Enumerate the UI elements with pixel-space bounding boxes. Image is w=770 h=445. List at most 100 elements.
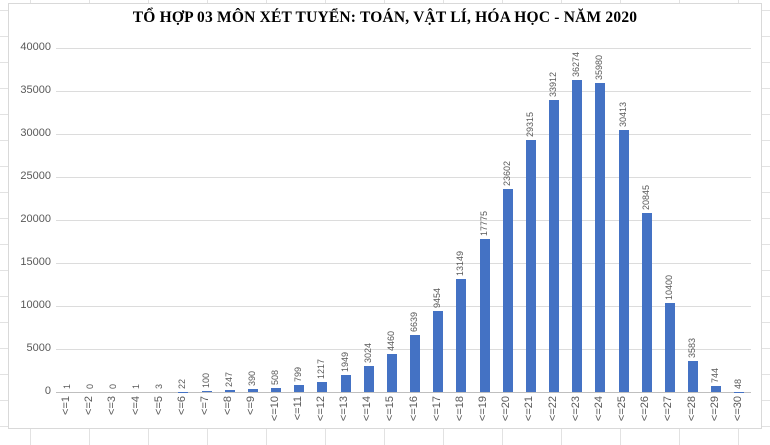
bar xyxy=(456,278,467,392)
x-axis-tick-label: <=20 xyxy=(500,396,513,422)
bar xyxy=(479,239,490,392)
bar-value-label: 10400 xyxy=(663,274,674,300)
bar-value-label: 1 xyxy=(131,383,142,389)
y-axis-tick-label: 15000 xyxy=(20,256,51,268)
x-axis-tick-label: <=3 xyxy=(106,396,119,415)
x-axis-tick-label: <=9 xyxy=(245,396,258,415)
y-axis-tick-label: 5000 xyxy=(26,342,51,354)
bar-value-label: 1 xyxy=(61,383,72,389)
x-axis-tick-label: <=30 xyxy=(731,396,744,422)
y-axis-tick-label: 0 xyxy=(44,385,51,397)
gridline xyxy=(56,177,751,178)
plot-area: 1 0 0 1 3 22 100 247 390 508 799 1217 1949 3024 4460 66… xyxy=(56,48,751,393)
bar-value-label: 9454 xyxy=(432,287,443,308)
x-axis-line xyxy=(56,392,751,393)
bar xyxy=(294,385,305,392)
bar xyxy=(711,385,722,392)
bar-value-label: 36274 xyxy=(571,52,582,78)
x-axis-tick-label: <=22 xyxy=(546,396,559,422)
gridline xyxy=(56,48,751,49)
x-axis-tick-label: <=13 xyxy=(338,396,351,422)
x-axis-tick-label: <=21 xyxy=(523,396,536,422)
bar-value-label: 100 xyxy=(200,373,211,389)
bar-value-label: 4460 xyxy=(385,330,396,351)
bar-value-label: 3583 xyxy=(687,338,698,359)
bar-value-label: 35980 xyxy=(594,54,605,80)
x-axis-tick-label: <=15 xyxy=(384,396,397,422)
bar-value-label: 1949 xyxy=(339,352,350,373)
bar xyxy=(224,389,235,392)
y-axis-tick-label: 10000 xyxy=(20,299,51,311)
gridline xyxy=(56,91,751,92)
bar-value-label: 23602 xyxy=(501,161,512,187)
y-axis-tick-label: 25000 xyxy=(20,170,51,182)
x-axis-tick-label: <=6 xyxy=(175,396,188,415)
x-axis-tick-label: <=5 xyxy=(152,396,165,415)
x-axis-tick-label: <=24 xyxy=(592,396,605,422)
bar-value-label: 799 xyxy=(293,367,304,383)
bar-value-label: 390 xyxy=(246,370,257,386)
bar-chart: TỔ HỢP 03 MÔN XÉT TUYỂN: TOÁN, VẬT LÍ, H… xyxy=(8,3,762,429)
x-axis-tick-label: <=12 xyxy=(314,396,327,422)
x-axis-tick-label: <=7 xyxy=(199,396,212,415)
x-axis-tick-label: <=16 xyxy=(407,396,420,422)
bar xyxy=(664,302,675,392)
x-axis-tick-label: <=27 xyxy=(662,396,675,422)
y-axis-tick-label: 35000 xyxy=(20,84,51,96)
x-axis-tick-label: <=18 xyxy=(453,396,466,422)
gridline xyxy=(56,220,751,221)
y-axis-tick-label: 20000 xyxy=(20,213,51,225)
bar xyxy=(525,139,536,392)
bar xyxy=(317,381,328,392)
gridline xyxy=(56,306,751,307)
bar-value-label: 3 xyxy=(154,383,165,389)
x-axis-tick-label: <=23 xyxy=(569,396,582,422)
bar xyxy=(433,310,444,392)
bar-value-label: 20845 xyxy=(640,184,651,210)
bar xyxy=(572,80,583,392)
x-axis-tick-label: <=14 xyxy=(361,396,374,422)
bar-value-label: 0 xyxy=(107,383,118,389)
bar xyxy=(271,387,282,392)
bar xyxy=(410,334,421,392)
x-axis-tick-label: <=28 xyxy=(685,396,698,422)
x-axis-tick-label: <=17 xyxy=(430,396,443,422)
bar-value-label: 1217 xyxy=(316,358,327,379)
bar-value-label: 744 xyxy=(710,367,721,383)
bar xyxy=(247,388,258,392)
bar-value-label: 3024 xyxy=(362,342,373,363)
bar-value-label: 0 xyxy=(84,383,95,389)
gridline xyxy=(56,349,751,350)
y-axis-tick-label: 30000 xyxy=(20,127,51,139)
bar xyxy=(201,391,212,392)
x-axis-tick-label: <=2 xyxy=(83,396,96,415)
x-axis-tick-label: <=29 xyxy=(708,396,721,422)
bar xyxy=(688,361,699,392)
bar-value-label: 29315 xyxy=(524,111,535,137)
x-axis-tick-label: <=25 xyxy=(616,396,629,422)
bar xyxy=(363,366,374,392)
gridline xyxy=(56,134,751,135)
gridline xyxy=(56,263,751,264)
bar-value-label: 6639 xyxy=(409,311,420,332)
x-axis-tick-label: <=10 xyxy=(268,396,281,422)
bar-value-label: 33912 xyxy=(548,72,559,98)
x-axis-tick-label: <=26 xyxy=(639,396,652,422)
x-axis-tick-label: <=1 xyxy=(60,396,73,415)
bar-value-label: 13149 xyxy=(455,250,466,276)
bar-value-label: 22 xyxy=(177,378,188,389)
bar xyxy=(502,189,513,392)
bar xyxy=(595,82,606,392)
bar xyxy=(386,353,397,392)
x-axis-tick-label: <=19 xyxy=(477,396,490,422)
x-axis-tick-label: <=4 xyxy=(129,396,142,415)
chart-title: TỔ HỢP 03 MÔN XÉT TUYỂN: TOÁN, VẬT LÍ, H… xyxy=(132,9,638,26)
bar-value-label: 247 xyxy=(223,371,234,387)
bar-value-label: 30413 xyxy=(617,102,628,128)
x-axis-tick-label: <=11 xyxy=(291,396,304,421)
bar xyxy=(340,375,351,392)
bar xyxy=(618,130,629,392)
bar-value-label: 17775 xyxy=(478,211,489,237)
bar xyxy=(641,212,652,392)
bar-value-label: 48 xyxy=(733,378,744,389)
